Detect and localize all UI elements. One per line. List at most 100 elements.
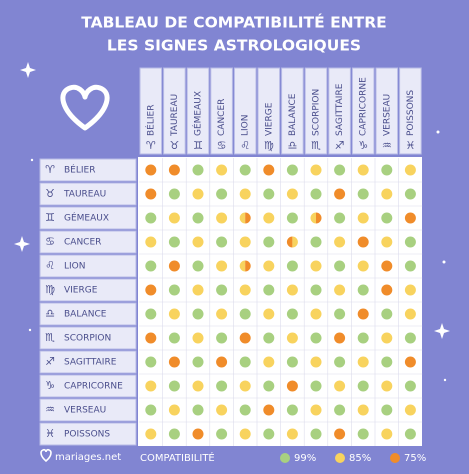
- column-symbol: ♈: [146, 139, 156, 152]
- column-symbol: ♊: [193, 139, 203, 152]
- dot: [145, 236, 157, 248]
- dot: [286, 188, 298, 200]
- dot: [168, 332, 180, 344]
- dot: [145, 284, 157, 296]
- column-header: [139, 67, 163, 155]
- dot: [404, 380, 416, 392]
- column-header: [399, 67, 422, 155]
- dot: [168, 356, 180, 368]
- dot: [310, 404, 322, 416]
- dot: [357, 212, 369, 224]
- dot: [334, 260, 346, 272]
- dot: [381, 404, 393, 416]
- dot: [357, 164, 369, 176]
- column-label: TAUREAU: [170, 94, 180, 137]
- dot: [263, 308, 275, 320]
- dot: [239, 332, 251, 344]
- dot: [286, 332, 298, 344]
- dot: [168, 260, 180, 272]
- dot: [145, 308, 157, 320]
- dot: [216, 164, 228, 176]
- row-label: POISSONS: [64, 430, 110, 440]
- row-symbol: ♈: [45, 163, 55, 176]
- dot: [357, 380, 369, 392]
- row-label: SAGITTAIRE: [64, 358, 117, 368]
- dot: [381, 380, 393, 392]
- row-label: BALANCE: [64, 310, 107, 320]
- dot: [145, 380, 157, 392]
- dot: [145, 260, 157, 272]
- column-label: CAPRICORNE: [359, 77, 369, 136]
- dot: [310, 164, 322, 176]
- dot: [286, 380, 298, 392]
- dot: [192, 188, 204, 200]
- dot: [404, 404, 416, 416]
- column-header: [351, 67, 375, 155]
- dot: [357, 188, 369, 200]
- grid-area: [138, 157, 422, 446]
- row-label: GÉMEAUX: [64, 212, 109, 224]
- dot: [310, 332, 322, 344]
- row-label: LION: [64, 262, 86, 272]
- dot: [239, 428, 251, 440]
- dot: [381, 236, 393, 248]
- dot: [239, 284, 251, 296]
- column-symbol: ♓: [405, 139, 415, 152]
- column-header: [281, 67, 304, 155]
- dot: [216, 236, 228, 248]
- dot: [216, 212, 228, 224]
- dot: [357, 236, 369, 248]
- dot: [404, 284, 416, 296]
- dot: [334, 308, 346, 320]
- dot: [192, 380, 204, 392]
- row-header: [39, 422, 137, 446]
- dot: [334, 164, 346, 176]
- dot: [263, 284, 275, 296]
- dot: [168, 164, 180, 176]
- dot-half: [292, 236, 298, 248]
- row-header: [39, 278, 137, 302]
- row-symbol: ♒: [45, 403, 55, 416]
- row-symbol: ♌: [45, 259, 55, 272]
- dot: [404, 332, 416, 344]
- dot: [381, 284, 393, 296]
- column-label: POISSONS: [406, 90, 416, 136]
- logo-heart: [40, 448, 52, 463]
- row-header: [39, 302, 137, 326]
- row-symbol: ♏: [45, 331, 55, 344]
- dot: [381, 308, 393, 320]
- dot: [145, 428, 157, 440]
- column-label: BÉLIER: [144, 105, 156, 136]
- dot: [239, 404, 251, 416]
- column-label: SAGITTAIRE: [335, 83, 345, 136]
- dot-half: [245, 212, 251, 224]
- dot: [334, 428, 346, 440]
- row-header: [39, 158, 137, 182]
- title-line: LES SIGNES ASTROLOGIQUES: [107, 37, 361, 55]
- dot: [192, 284, 204, 296]
- dot: [216, 260, 228, 272]
- column-label: CANCER: [217, 99, 227, 136]
- column-label: GÉMEAUX: [192, 91, 204, 136]
- dot: [263, 380, 275, 392]
- dot: [263, 212, 275, 224]
- dot: [286, 284, 298, 296]
- dot: [192, 308, 204, 320]
- row-symbol: ♉: [45, 187, 55, 200]
- dot: [263, 188, 275, 200]
- row-symbol: ♍: [45, 283, 55, 296]
- row-label: SCORPION: [64, 334, 111, 344]
- dot: [381, 260, 393, 272]
- column-label: VIERGE: [264, 102, 274, 136]
- column-header: [257, 67, 281, 155]
- dot: [239, 164, 251, 176]
- dot: [286, 404, 298, 416]
- dot: [310, 308, 322, 320]
- dot: [310, 356, 322, 368]
- row-label: VERSEAU: [64, 406, 106, 416]
- dot: [168, 380, 180, 392]
- dot: [192, 236, 204, 248]
- dot: [357, 356, 369, 368]
- legend-dot: [335, 453, 345, 463]
- dot: [168, 404, 180, 416]
